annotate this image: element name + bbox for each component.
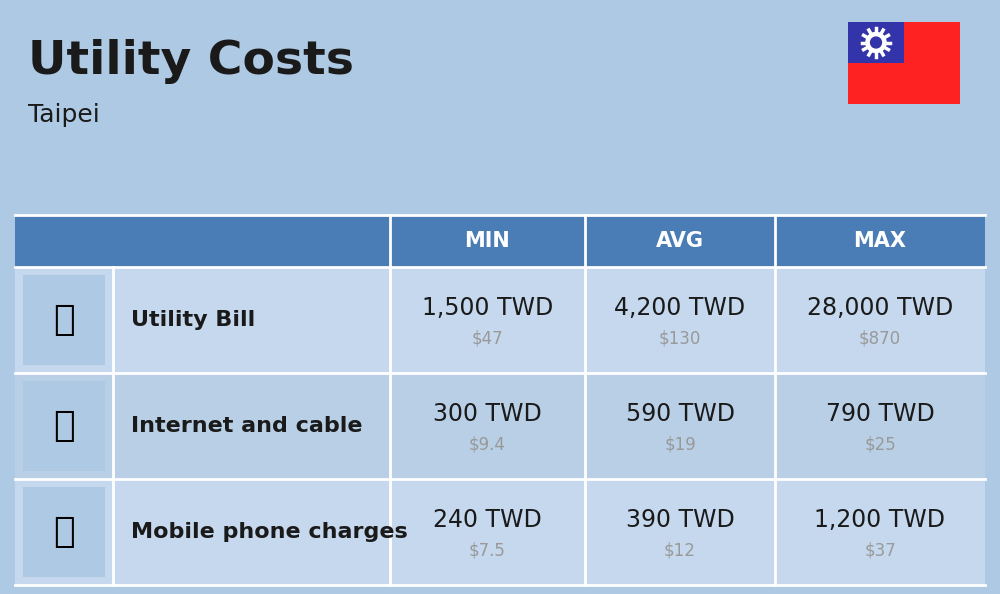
Text: $19: $19 bbox=[664, 435, 696, 453]
Circle shape bbox=[866, 33, 886, 52]
Text: $25: $25 bbox=[864, 435, 896, 453]
Bar bbox=[15, 215, 985, 267]
Text: $7.5: $7.5 bbox=[469, 541, 506, 559]
Text: MIN: MIN bbox=[465, 231, 510, 251]
Text: $47: $47 bbox=[472, 329, 503, 347]
Bar bbox=[15, 373, 985, 479]
Text: $870: $870 bbox=[859, 329, 901, 347]
Bar bbox=[848, 22, 904, 63]
Text: Taipei: Taipei bbox=[28, 103, 100, 127]
Bar bbox=[23, 487, 105, 577]
Text: Mobile phone charges: Mobile phone charges bbox=[131, 522, 408, 542]
Bar bbox=[15, 479, 985, 585]
Text: $130: $130 bbox=[659, 329, 701, 347]
Text: 790 TWD: 790 TWD bbox=[826, 402, 934, 426]
Text: Internet and cable: Internet and cable bbox=[131, 416, 362, 436]
Bar bbox=[15, 267, 985, 373]
Circle shape bbox=[871, 37, 881, 48]
Text: Utility Bill: Utility Bill bbox=[131, 310, 255, 330]
Text: 1,200 TWD: 1,200 TWD bbox=[814, 508, 946, 532]
Text: $37: $37 bbox=[864, 541, 896, 559]
Text: 390 TWD: 390 TWD bbox=[626, 508, 734, 532]
Text: 📱: 📱 bbox=[53, 515, 75, 549]
Text: AVG: AVG bbox=[656, 231, 704, 251]
Text: 590 TWD: 590 TWD bbox=[626, 402, 734, 426]
Text: 300 TWD: 300 TWD bbox=[433, 402, 542, 426]
Text: 1,500 TWD: 1,500 TWD bbox=[422, 296, 553, 320]
Text: MAX: MAX bbox=[854, 231, 906, 251]
Bar bbox=[23, 275, 105, 365]
Text: $12: $12 bbox=[664, 541, 696, 559]
Bar bbox=[23, 381, 105, 471]
Text: 28,000 TWD: 28,000 TWD bbox=[807, 296, 953, 320]
Text: 240 TWD: 240 TWD bbox=[433, 508, 542, 532]
Text: 4,200 TWD: 4,200 TWD bbox=[614, 296, 746, 320]
Text: Utility Costs: Utility Costs bbox=[28, 39, 354, 84]
Text: 🔧: 🔧 bbox=[53, 303, 75, 337]
Bar bbox=[848, 22, 960, 104]
Text: $9.4: $9.4 bbox=[469, 435, 506, 453]
Text: 📡: 📡 bbox=[53, 409, 75, 443]
